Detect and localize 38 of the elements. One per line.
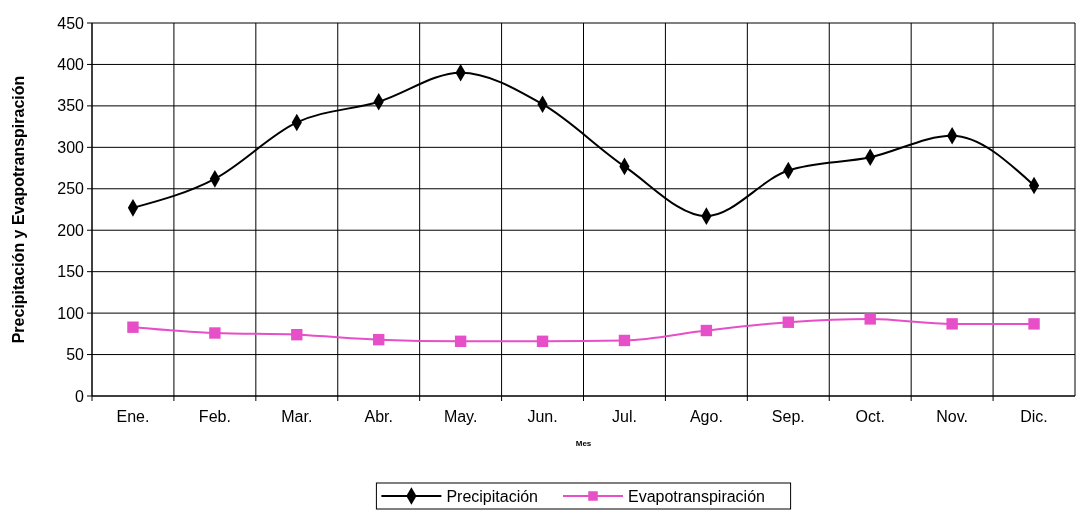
x-tick-label: Oct.: [855, 408, 885, 425]
x-tick-label: Jul.: [612, 408, 637, 425]
legend-label: Evapotranspiración: [628, 487, 765, 505]
y-tick-label: 300: [57, 138, 85, 156]
x-axis-title: Mes: [575, 439, 592, 448]
y-tick-label: 0: [75, 387, 85, 405]
legend-label: Precipitación: [446, 487, 539, 505]
point: [782, 316, 794, 328]
x-tick-label: Nov.: [936, 408, 968, 425]
point: [127, 321, 139, 333]
point: [373, 333, 385, 346]
x-tick-label: Sep.: [771, 408, 805, 425]
y-axis-title: Precipitación y Evapotranspiración: [10, 75, 27, 344]
y-tick-label: 50: [66, 346, 85, 364]
y-tick-label: 350: [57, 97, 85, 115]
point: [209, 327, 221, 339]
x-tick-label: Abr.: [364, 408, 393, 425]
x-tick-label: Ago.: [689, 408, 723, 425]
x-tick-label: Mar.: [281, 408, 313, 425]
y-tick-label: 400: [57, 56, 85, 74]
x-tick-label: Ene.: [116, 408, 150, 425]
y-tick-label: 150: [57, 263, 85, 281]
point: [864, 313, 876, 325]
y-tick-label: 450: [57, 14, 85, 32]
point: [1028, 318, 1040, 330]
x-tick-label: Feb.: [198, 408, 231, 425]
point: [700, 324, 713, 337]
point: [291, 328, 303, 341]
x-tick-label: May.: [443, 408, 478, 425]
x-tick-label: Dic.: [1020, 408, 1048, 425]
y-tick-label: 250: [57, 180, 85, 198]
point: [536, 335, 549, 347]
point: [454, 335, 467, 347]
y-tick-label: 100: [57, 304, 85, 322]
x-tick-label: Jun.: [527, 408, 558, 425]
point: [946, 318, 958, 330]
point: [618, 334, 631, 347]
y-tick-label: 200: [57, 221, 85, 239]
